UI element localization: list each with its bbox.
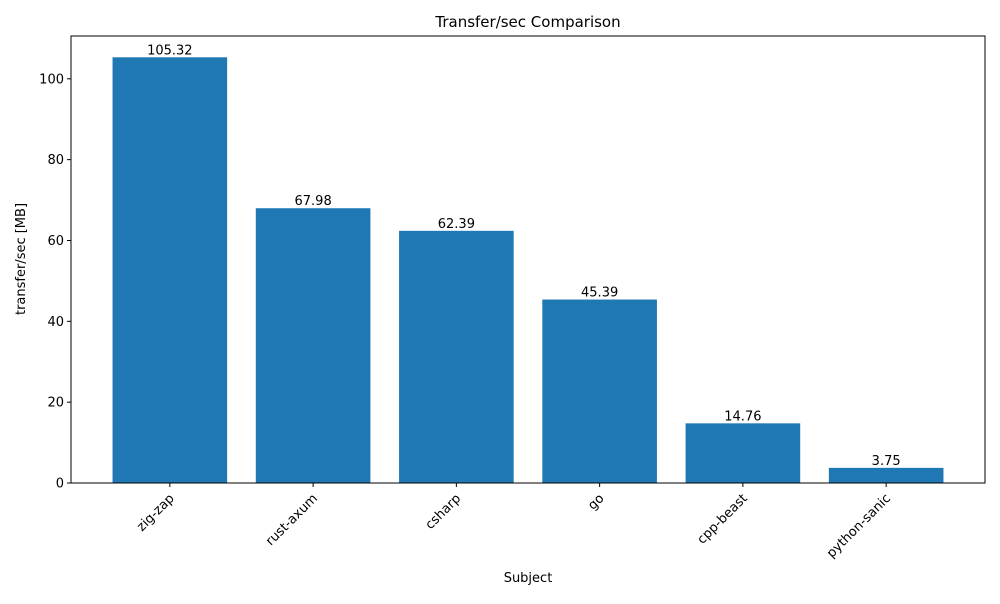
bar-zig-zap	[112, 57, 228, 483]
data-label-csharp: 62.39	[438, 217, 475, 232]
chart-title: Transfer/sec Comparison	[434, 13, 620, 31]
x-tick-label-csharp: csharp	[423, 491, 465, 533]
x-tick-label-python-sanic: python-sanic	[824, 491, 894, 561]
data-label-python-sanic: 3.75	[872, 454, 901, 469]
data-label-go: 45.39	[581, 286, 618, 301]
bar-cpp-beast	[685, 423, 801, 483]
x-axis-label: Subject	[504, 571, 553, 586]
y-tick-label: 20	[47, 396, 64, 411]
bar-python-sanic	[828, 467, 944, 483]
x-tick-label-rust-axum: rust-axum	[263, 491, 321, 549]
y-tick-label: 100	[39, 72, 64, 87]
data-label-rust-axum: 67.98	[295, 194, 332, 209]
bar-csharp	[399, 230, 514, 483]
x-tick-label-go: go	[585, 491, 607, 513]
plot-frame	[70, 35, 986, 484]
y-axis-label: transfer/sec [MB]	[14, 203, 29, 315]
x-tick-label-cpp-beast: cpp-beast	[695, 491, 751, 547]
x-tick-label-zig-zap: zig-zap	[134, 491, 177, 534]
y-tick-label: 40	[47, 315, 64, 330]
bar-go	[542, 299, 657, 483]
data-label-cpp-beast: 14.76	[724, 409, 761, 424]
bar-rust-axum	[255, 208, 371, 483]
y-tick-label: 60	[47, 234, 64, 249]
y-tick-label: 0	[56, 477, 64, 492]
data-label-zig-zap: 105.32	[147, 43, 193, 58]
y-tick-label: 80	[47, 153, 64, 168]
